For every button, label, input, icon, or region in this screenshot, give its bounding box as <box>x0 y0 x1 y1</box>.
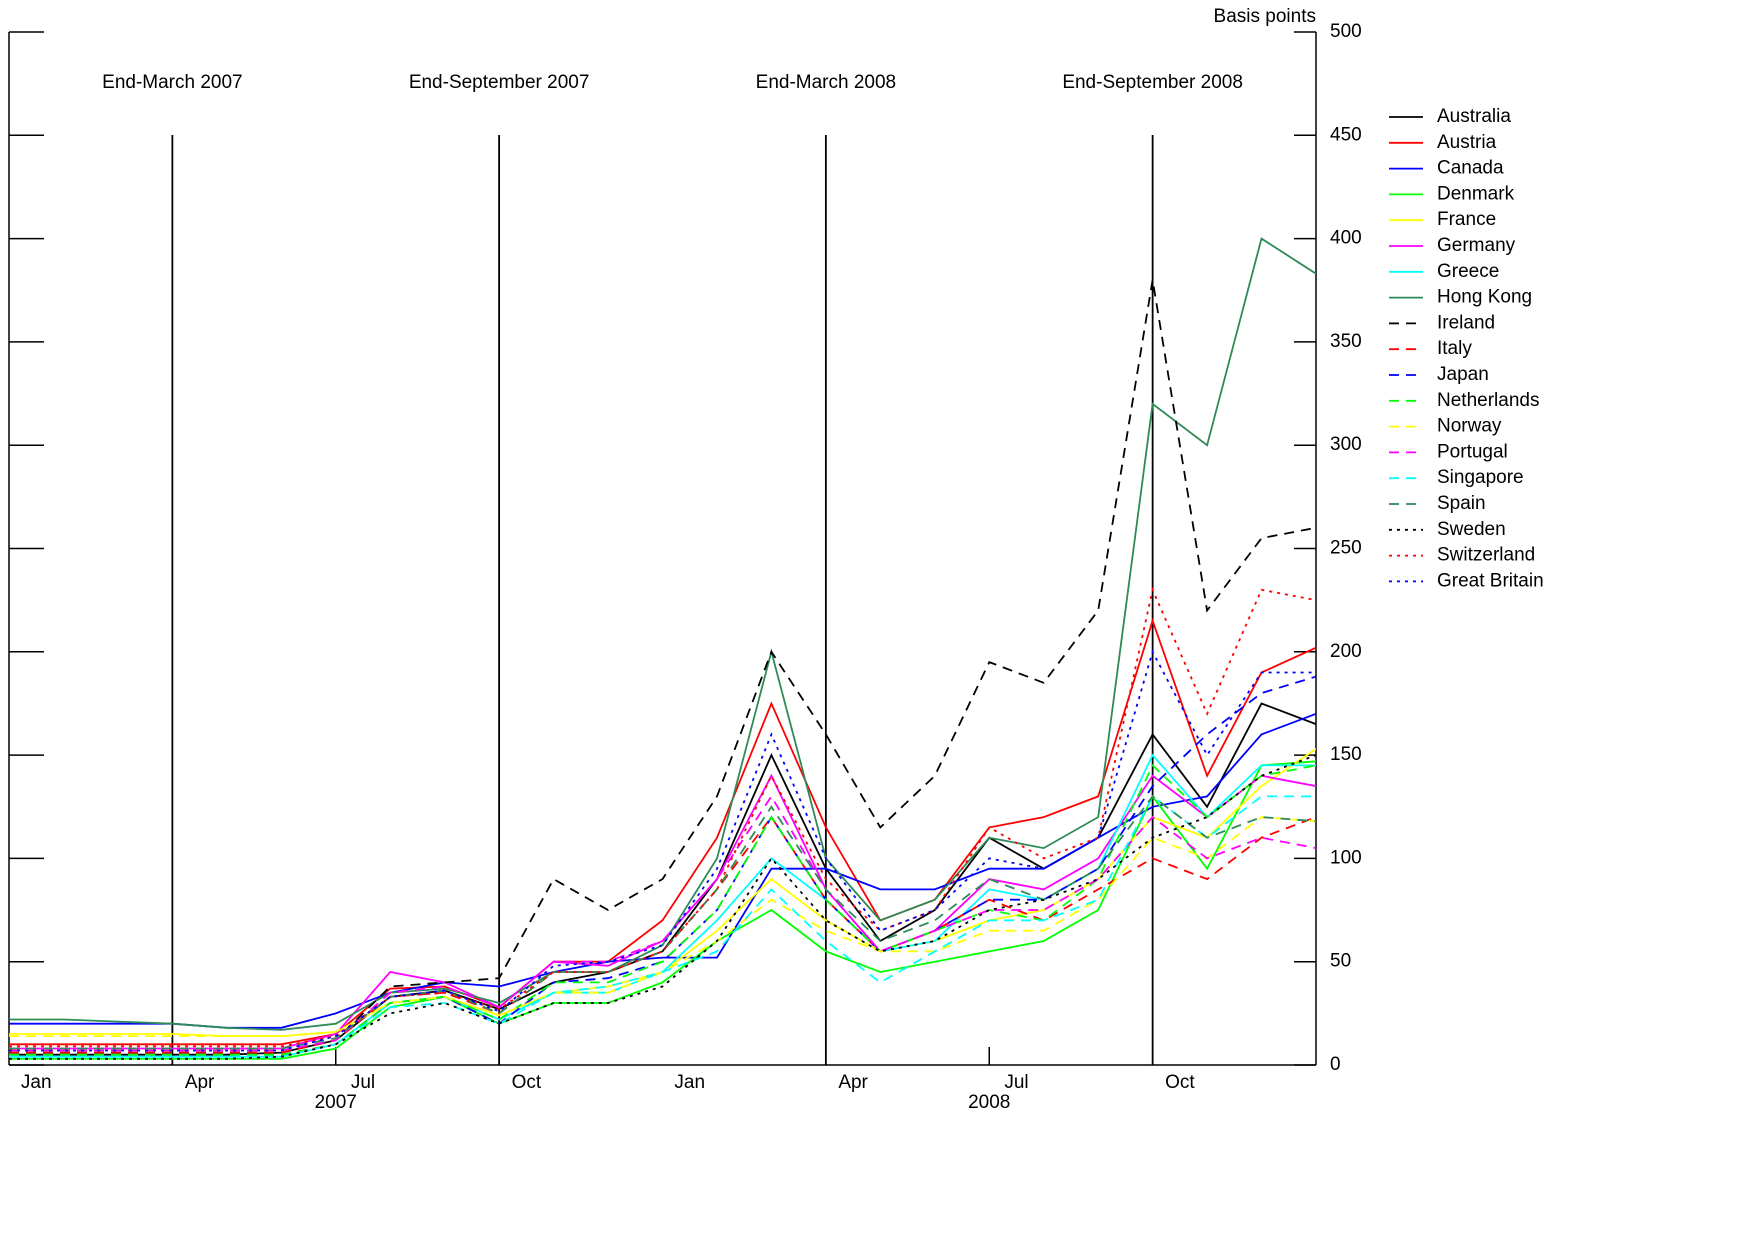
legend-label: Great Britain <box>1437 570 1544 591</box>
y-tick-label: 250 <box>1330 538 1362 559</box>
legend-label: Austria <box>1437 132 1497 153</box>
reference-label: End-September 2007 <box>409 72 590 93</box>
x-tick-label: Oct <box>512 1072 542 1093</box>
x-tick-label: Jan <box>21 1072 52 1093</box>
x-tick-label: Jan <box>674 1072 705 1093</box>
legend-label: Hong Kong <box>1437 287 1532 308</box>
y-tick-label: 450 <box>1330 124 1362 145</box>
reference-label: End-March 2007 <box>102 72 242 93</box>
series-line <box>9 795 1316 1058</box>
x-tick-label: Jul <box>351 1072 375 1093</box>
y-tick-label: 150 <box>1330 744 1362 765</box>
legend-label: Norway <box>1437 416 1502 437</box>
series-line <box>9 795 1316 1050</box>
year-label: 2007 <box>315 1092 357 1113</box>
legend-label: Japan <box>1437 364 1489 385</box>
x-tick-label: Jul <box>1004 1072 1028 1093</box>
y-tick-label: 350 <box>1330 331 1362 352</box>
legend-label: France <box>1437 209 1496 230</box>
y-axis-label: Basis points <box>1214 6 1316 27</box>
series-line <box>9 754 1316 1060</box>
y-tick-label: 200 <box>1330 641 1362 662</box>
reference-label: End-March 2008 <box>756 72 896 93</box>
legend-label: Ireland <box>1437 312 1495 333</box>
legend-label: Greece <box>1437 261 1499 282</box>
legend-label: Singapore <box>1437 467 1524 488</box>
legend-label: Sweden <box>1437 519 1506 540</box>
legend-label: Switzerland <box>1437 545 1535 566</box>
series-line <box>9 617 1316 1046</box>
x-tick-label: Apr <box>185 1072 215 1093</box>
y-tick-label: 300 <box>1330 434 1362 455</box>
series-line <box>9 649 1316 1052</box>
series-line <box>9 773 1316 1050</box>
legend-label: Denmark <box>1437 183 1515 204</box>
legend-label: Australia <box>1437 106 1511 127</box>
reference-label: End-September 2008 <box>1062 72 1243 93</box>
series-line <box>9 237 1316 1031</box>
series-line <box>9 586 1316 1048</box>
legend-label: Canada <box>1437 158 1504 179</box>
legend-label: Germany <box>1437 235 1516 256</box>
series-line <box>9 815 1316 1054</box>
year-label: 2008 <box>968 1092 1010 1113</box>
y-tick-label: 100 <box>1330 847 1362 868</box>
y-tick-label: 400 <box>1330 228 1362 249</box>
legend-label: Spain <box>1437 493 1486 514</box>
y-tick-label: 500 <box>1330 21 1362 42</box>
legend-label: Portugal <box>1437 441 1508 462</box>
x-tick-label: Apr <box>838 1072 868 1093</box>
series-line <box>9 279 1316 1054</box>
x-tick-label: Oct <box>1165 1072 1195 1093</box>
legend-label: Italy <box>1437 338 1472 359</box>
y-tick-label: 0 <box>1330 1054 1341 1075</box>
legend-label: Netherlands <box>1437 390 1539 411</box>
series-line <box>9 763 1316 1056</box>
y-tick-label: 50 <box>1330 951 1351 972</box>
